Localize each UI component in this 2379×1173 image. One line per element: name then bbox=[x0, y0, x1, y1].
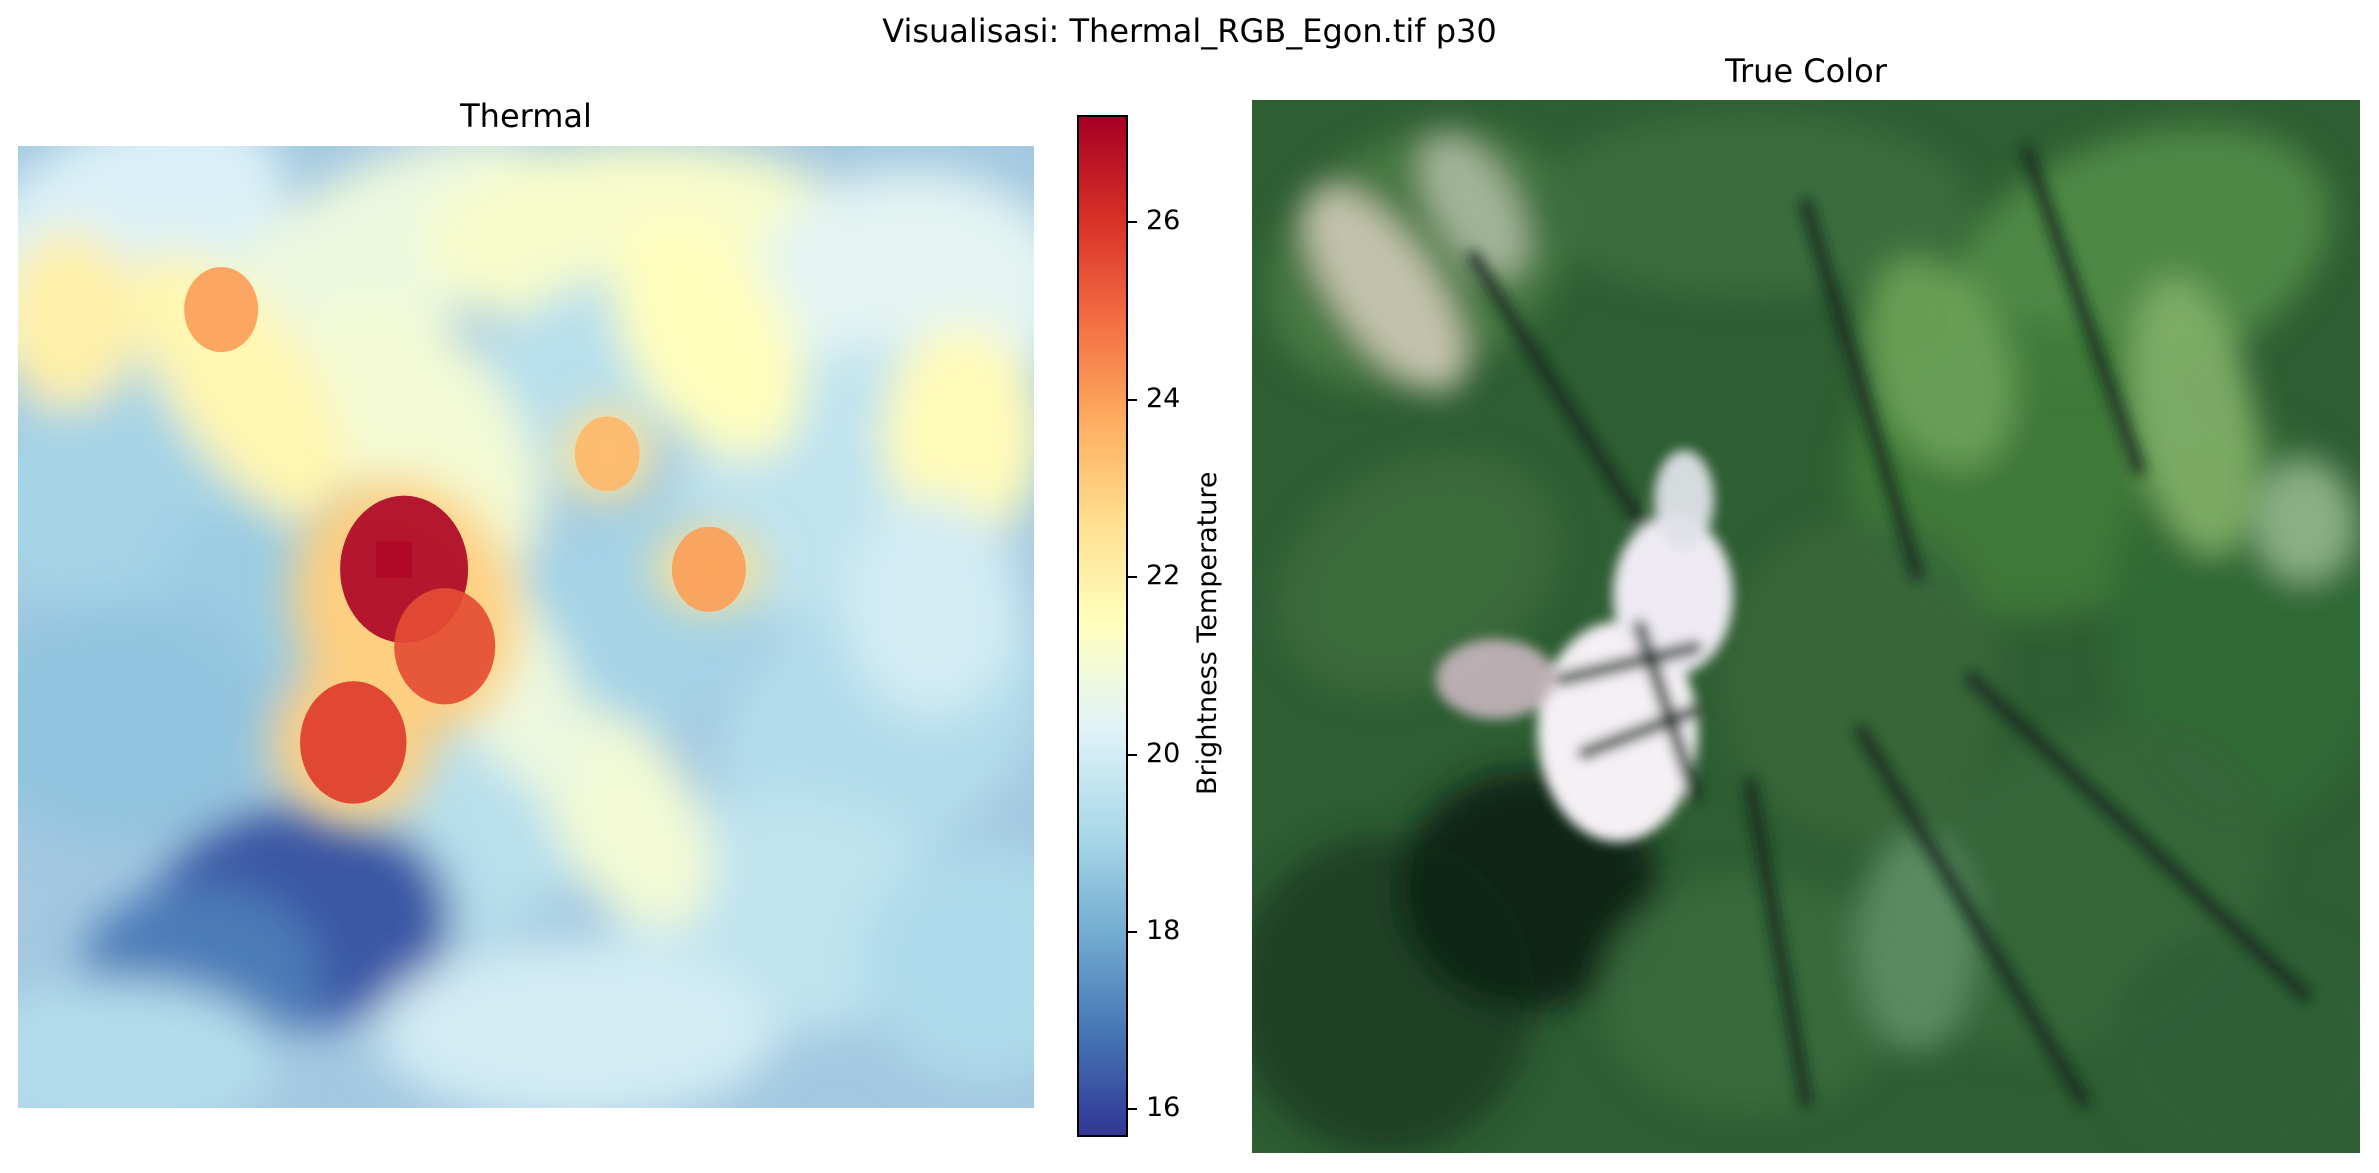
thermal-hotspot bbox=[574, 416, 640, 492]
truecolor-image bbox=[1252, 100, 2360, 1153]
truecolor-panel-title: True Color bbox=[1725, 52, 1887, 90]
colorbar-tick-label: 26 bbox=[1146, 205, 1181, 237]
colorbar-tick bbox=[1128, 753, 1137, 756]
colorbar-label: Brightness Temperature bbox=[1192, 471, 1223, 795]
thermal-hotspot bbox=[394, 588, 496, 705]
colorbar-tick-label: 24 bbox=[1146, 382, 1181, 414]
colorbar-tick bbox=[1128, 931, 1137, 933]
colorbar-tick-label: 20 bbox=[1146, 737, 1181, 769]
thermal-hotspot bbox=[671, 526, 746, 612]
thermal-image bbox=[18, 146, 1034, 1108]
colorbar-tick-label: 16 bbox=[1146, 1092, 1181, 1124]
thermal-hotspot-core bbox=[375, 541, 412, 578]
thermal-hotspot bbox=[184, 266, 259, 353]
colorbar-tick bbox=[1128, 398, 1137, 401]
colorbar-tick bbox=[1128, 221, 1137, 224]
colorbar-tick-label: 22 bbox=[1146, 560, 1181, 592]
thermal-panel-title: Thermal bbox=[460, 97, 592, 135]
colorbar bbox=[1077, 115, 1128, 1137]
figure-title: Visualisasi: Thermal_RGB_Egon.tif p30 bbox=[882, 12, 1497, 50]
colorbar-tick bbox=[1128, 1108, 1137, 1111]
colorbar-tick-label: 18 bbox=[1146, 915, 1181, 946]
colorbar-tick bbox=[1128, 576, 1137, 579]
thermal-hotspot bbox=[300, 681, 407, 804]
